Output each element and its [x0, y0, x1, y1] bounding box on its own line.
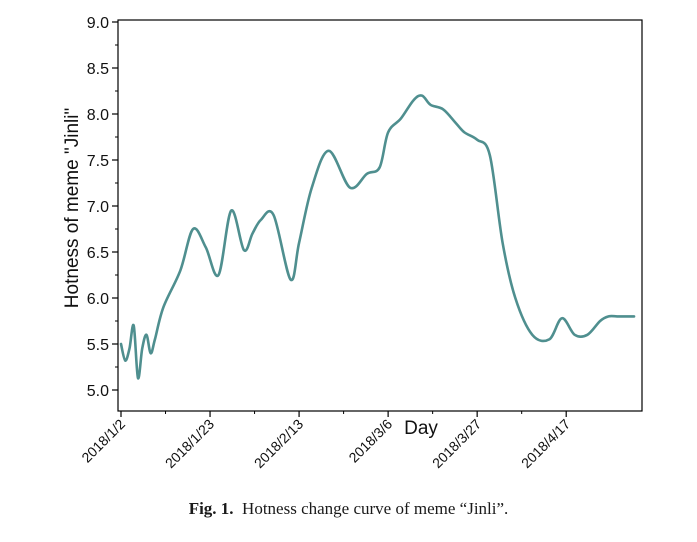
- y-tick-label: 6.0: [87, 291, 109, 308]
- y-tick-label: 5.0: [87, 383, 109, 400]
- x-tick-label: 2018/1/23: [162, 416, 218, 472]
- x-tick-label: 2018/3/6: [345, 416, 395, 466]
- x-tick-label: 2018/2/13: [251, 416, 307, 472]
- x-tick-label: 2018/4/17: [518, 416, 574, 472]
- figure-caption-text: Hotness change curve of meme “Jinli”.: [242, 499, 509, 518]
- x-tick-label: 2018/1/2: [78, 416, 128, 466]
- y-tick-label: 9.0: [87, 15, 109, 32]
- y-axis-ticks: 5.0 5.5 6.0 6.5 7.0 7.5 8.0 8.5 9.0: [87, 15, 118, 400]
- y-tick-label: 8.5: [87, 61, 109, 78]
- series-line: [119, 94, 636, 380]
- plot-frame: [117, 19, 643, 412]
- y-tick-label: 8.0: [87, 107, 109, 124]
- y-tick-label: 5.5: [87, 337, 109, 354]
- y-tick-label: 6.5: [87, 245, 109, 262]
- figure-caption: Fig. 1. Hotness change curve of meme “Ji…: [0, 499, 697, 519]
- x-axis-label: Day: [404, 418, 438, 439]
- y-axis-label: Hotness of meme "Jinli": [62, 108, 83, 308]
- y-tick-label: 7.0: [87, 199, 109, 216]
- x-axis-ticks: 2018/1/2 2018/1/23 2018/2/13 2018/3/6 2018/3…: [78, 411, 573, 471]
- y-tick-label: 7.5: [87, 153, 109, 170]
- figure-caption-label: Fig. 1.: [188, 499, 234, 518]
